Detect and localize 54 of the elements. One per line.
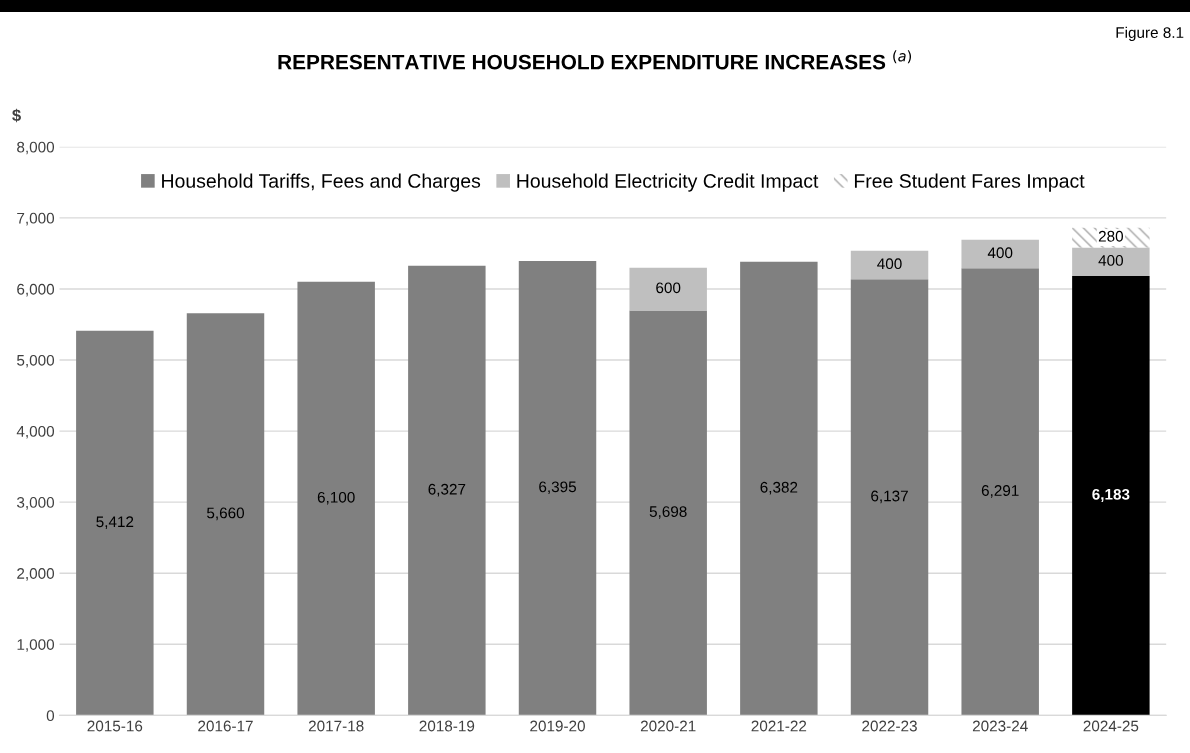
bar — [1072, 247, 1150, 276]
x-tick-label: 2022-23 — [862, 720, 917, 732]
data-label: 400 — [877, 258, 902, 270]
bar — [961, 268, 1039, 716]
y-tick-label: 1,000 — [17, 639, 55, 652]
x-tick-label: 2024-25 — [1083, 720, 1139, 732]
bar — [76, 330, 154, 716]
bar — [850, 279, 929, 716]
data-label: 6,100 — [317, 491, 355, 505]
bar — [629, 310, 707, 716]
data-label: 5,698 — [649, 506, 687, 519]
y-axis-title: $ — [12, 108, 21, 123]
y-tick-label: 2,000 — [17, 568, 55, 581]
chart-title: REPRESENTATIVE HOUSEHOLD EXPENDITURE INCREASES $^{(a)}$ — [278, 50, 912, 70]
x-tick-label: 2016-17 — [198, 720, 253, 732]
data-label: 6,137 — [871, 490, 908, 504]
data-label: 280 — [1098, 230, 1124, 242]
data-label: 6,395 — [539, 481, 576, 495]
y-tick-label: 3,000 — [16, 497, 55, 510]
data-label: 400 — [987, 247, 1013, 259]
y-tick-label: 0 — [46, 710, 55, 722]
x-tick-label: 2017-18 — [308, 720, 364, 732]
x-tick-label: 2023-24 — [972, 720, 1028, 732]
data-label: 6,291 — [981, 485, 1019, 498]
bar — [518, 260, 597, 716]
bar — [629, 267, 707, 311]
y-tick-label: 5,000 — [17, 354, 55, 368]
bar — [740, 261, 818, 716]
legend-label: Household Electricity Credit Impact — [517, 173, 819, 192]
bar — [1072, 275, 1150, 716]
x-tick-label: 2021-22 — [751, 720, 807, 732]
bar — [961, 239, 1039, 269]
caption: Figure 8.1 — [1116, 26, 1184, 42]
bar — [297, 281, 375, 716]
x-tick-label: 2020-21 — [640, 720, 696, 732]
data-label: 6,327 — [428, 483, 466, 497]
bar — [850, 250, 929, 280]
data-label: 5,660 — [207, 507, 245, 521]
x-tick-label: 2018-19 — [419, 720, 475, 732]
data-label: 5,412 — [96, 516, 134, 529]
legend-label: Household Tariffs, Fees and Charges — [162, 173, 481, 192]
y-tick-label: 7,000 — [17, 212, 55, 226]
bar — [408, 265, 486, 716]
data-label: 6,382 — [760, 481, 798, 495]
y-tick-label: 8,000 — [17, 141, 55, 155]
y-tick-label: 4,000 — [16, 425, 55, 439]
x-tick-label: 2019-20 — [530, 720, 585, 732]
y-tick-label: 6,000 — [17, 283, 55, 297]
x-tick-label: 2015-16 — [87, 720, 143, 732]
data-label: 6,183 — [1092, 488, 1130, 502]
data-label: 600 — [656, 282, 681, 294]
bar — [186, 313, 265, 716]
legend-label: Free Student Fares Impact — [854, 173, 1085, 192]
data-label: 400 — [1098, 255, 1124, 266]
